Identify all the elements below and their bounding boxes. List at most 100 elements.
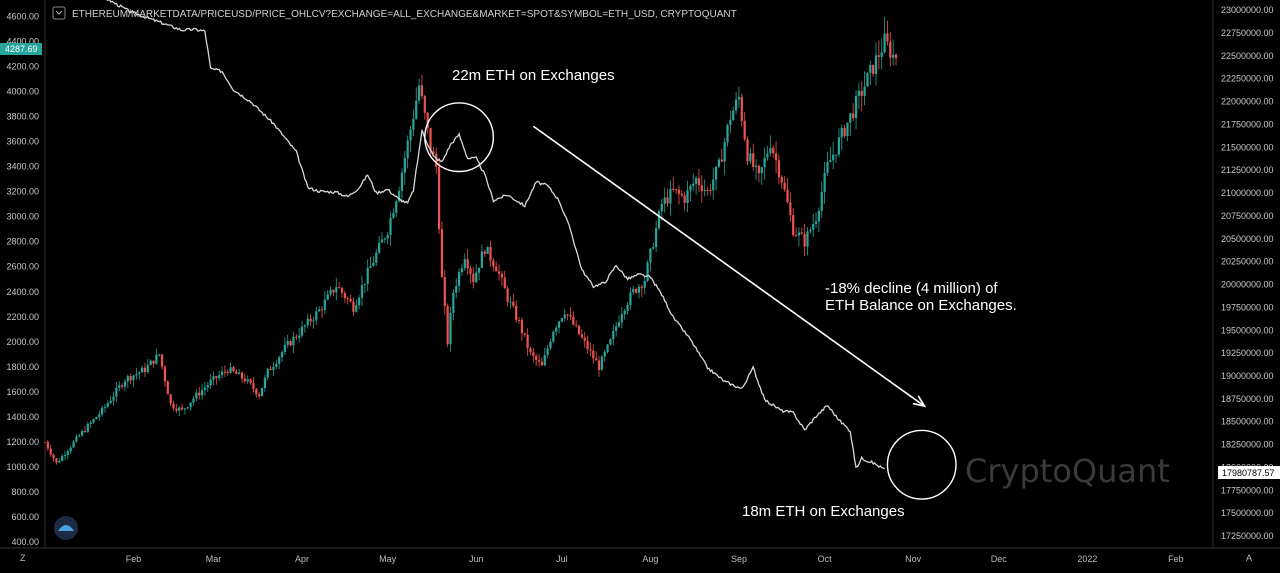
candle-body (752, 153, 755, 168)
candle (386, 231, 389, 245)
left-axis-tick: 2200.00 (6, 312, 39, 322)
candle-body (452, 292, 455, 313)
candle (817, 207, 821, 232)
candle-body (378, 242, 381, 253)
candle (52, 453, 55, 462)
left-axis-tick: 3600.00 (6, 137, 39, 147)
candle (849, 113, 852, 136)
candle-body (503, 277, 506, 289)
candle-body (418, 85, 421, 101)
candle (89, 420, 92, 429)
candle (603, 349, 606, 362)
candle (280, 350, 284, 363)
candle-body (200, 389, 204, 396)
candle-body (338, 287, 341, 289)
candle-body (797, 232, 801, 236)
candle (309, 313, 312, 327)
candle (395, 199, 398, 217)
candle-body (663, 197, 666, 205)
candle-body (440, 229, 444, 278)
right-axis-tick: 19000000.00 (1221, 371, 1274, 381)
candle-body (580, 334, 583, 338)
candle-body (280, 352, 284, 358)
candle-body (172, 403, 175, 409)
candle (837, 128, 840, 158)
x-axis-tick: Sep (731, 554, 747, 564)
candle (220, 366, 224, 379)
candle (72, 440, 75, 449)
candle (560, 317, 563, 323)
candle-body (700, 185, 703, 192)
candle (160, 353, 164, 370)
candle (466, 248, 469, 275)
candle (889, 31, 892, 67)
candle-body (355, 305, 358, 312)
candle (315, 306, 318, 326)
candle (729, 110, 732, 134)
candle (520, 317, 524, 341)
candle-body (158, 354, 161, 356)
candle-body (703, 189, 706, 192)
candle (226, 369, 229, 377)
collapse-icon[interactable] (52, 6, 66, 20)
candle-body (118, 385, 121, 388)
left-axis-tick: 1000.00 (6, 462, 39, 472)
corner-right-button[interactable]: A (1246, 553, 1252, 563)
candle (158, 353, 161, 357)
candle (229, 362, 232, 374)
candle (292, 332, 295, 354)
candle (723, 137, 726, 176)
candle-body (692, 183, 695, 186)
candle (529, 346, 532, 355)
candle (586, 335, 589, 354)
candle-body (92, 419, 95, 423)
candle (583, 331, 586, 348)
candle (83, 426, 87, 434)
chevron-down-icon[interactable] (55, 10, 63, 15)
right-axis-tick: 20250000.00 (1221, 257, 1274, 267)
right-axis-tick: 21250000.00 (1221, 165, 1274, 175)
candle (686, 180, 689, 213)
candle-body (152, 360, 155, 364)
candle-body (635, 288, 638, 293)
annotation-decline-2: ETH Balance on Exchanges. (825, 297, 1017, 314)
candle-body (143, 367, 147, 373)
candle-body (335, 287, 338, 293)
candle (840, 124, 843, 151)
candle-body (629, 292, 632, 306)
candle-body (258, 394, 261, 397)
candle (366, 259, 369, 292)
candle (826, 151, 829, 176)
candle-body (326, 294, 329, 300)
candle-body (409, 129, 412, 141)
candle-body (132, 375, 135, 381)
candle (252, 377, 255, 393)
candle-body (95, 417, 98, 420)
candle-body (475, 272, 478, 283)
candle-body (623, 310, 626, 315)
candle (109, 396, 112, 404)
corner-left-button[interactable]: Z (20, 553, 26, 563)
candle-body (734, 99, 738, 111)
candle-body (526, 334, 529, 349)
candle (460, 263, 464, 276)
candle (186, 406, 189, 410)
candle-body (437, 166, 441, 230)
candle (101, 405, 104, 417)
candle (203, 381, 207, 396)
candle-body (669, 188, 672, 204)
candle (206, 381, 209, 393)
candle (886, 20, 889, 46)
candle-body (709, 189, 712, 191)
candle (303, 324, 306, 333)
candle-body (292, 336, 295, 346)
candle-body (121, 385, 124, 387)
candle (706, 186, 709, 196)
candle-body (420, 85, 424, 97)
candle-body (263, 377, 266, 389)
candle-body (572, 316, 575, 325)
candle (355, 299, 358, 313)
left-axis-tick: 800.00 (11, 487, 39, 497)
